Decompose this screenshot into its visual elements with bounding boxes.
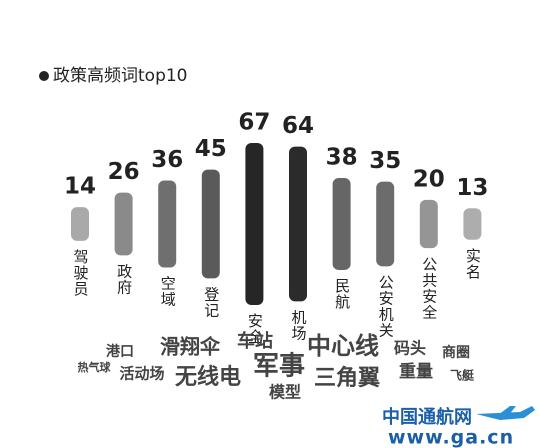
bar xyxy=(289,146,307,302)
value-label: 38 xyxy=(326,145,358,171)
category-label: 空域 xyxy=(159,276,177,308)
logo-plane xyxy=(476,406,535,420)
value-label: 45 xyxy=(195,136,227,162)
bar xyxy=(419,199,438,249)
category-label: 驾驶员 xyxy=(72,249,90,297)
cloud-word: 军事 xyxy=(253,352,305,382)
logo-url: www.ga.cn xyxy=(388,427,514,448)
value-label: 36 xyxy=(151,147,183,173)
cloud-word: 飞艇 xyxy=(450,368,475,383)
cloud-word: 码头 xyxy=(394,339,426,358)
category-label: 安全 xyxy=(246,313,264,345)
bar xyxy=(376,181,395,267)
bar xyxy=(245,143,264,305)
category-label: 公共安全 xyxy=(420,256,438,320)
cloud-word: 港口 xyxy=(106,343,134,360)
bar xyxy=(158,180,177,268)
value-label: 13 xyxy=(456,175,488,201)
bar xyxy=(332,178,351,270)
category-label: 政府 xyxy=(115,263,133,295)
value-label: 20 xyxy=(413,166,445,192)
category-label: 机场 xyxy=(290,309,308,341)
bar xyxy=(114,192,133,256)
category-label: 公安机关 xyxy=(377,274,395,338)
value-label: 35 xyxy=(369,148,401,174)
cloud-word: 活动场 xyxy=(119,365,164,383)
cloud-word: 三角翼 xyxy=(314,365,380,391)
title-bullet xyxy=(39,71,49,81)
value-label: 14 xyxy=(64,174,96,200)
bar xyxy=(463,208,482,240)
category-label: 登记 xyxy=(202,286,220,318)
value-label: 64 xyxy=(282,113,314,139)
category-label: 实名 xyxy=(464,248,482,280)
cloud-word: 无线电 xyxy=(175,364,241,390)
cloud-word: 车站 xyxy=(237,330,273,352)
value-label: 67 xyxy=(238,110,270,136)
bar xyxy=(201,169,220,279)
bar xyxy=(71,207,89,241)
cloud-word: 滑翔伞 xyxy=(160,335,221,359)
value-label: 26 xyxy=(108,159,140,185)
cloud-word: 热气球 xyxy=(78,360,112,374)
cloud-word: 中心线 xyxy=(307,332,379,360)
logo: 中国通航网 www.ga.cn xyxy=(382,406,535,448)
chart-title: 政策高频词top10 xyxy=(53,66,188,86)
logo-name: 中国通航网 xyxy=(382,406,472,428)
category-label: 民航 xyxy=(333,278,351,310)
cloud-word: 商圈 xyxy=(442,344,470,361)
cloud-word: 重量 xyxy=(399,361,433,382)
cloud-word: 模型 xyxy=(269,383,301,402)
